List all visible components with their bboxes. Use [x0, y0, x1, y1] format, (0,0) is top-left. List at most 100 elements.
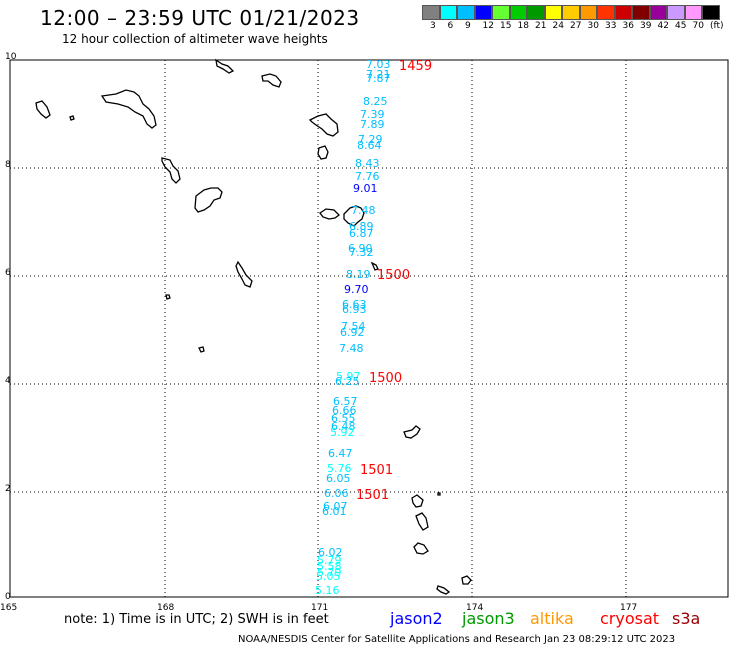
legend-swatch: [597, 5, 615, 20]
legend-label: 9: [465, 21, 471, 31]
wave-height-label: 6.25: [335, 375, 360, 388]
time-label-layer: 1459 1500 1500 1501 1501: [356, 59, 432, 503]
credit-line: NOAA/NESDIS Center for Satellite Applica…: [238, 634, 676, 645]
wave-height-label: 6.05: [326, 472, 351, 485]
wave-height-label: 5.16: [315, 584, 340, 597]
wave-height-label: 5.92: [330, 426, 355, 439]
legend-swatch: [422, 5, 440, 20]
wave-height-label: 6.01: [322, 505, 347, 518]
wave-height-label: 7.29: [358, 133, 383, 146]
wave-height-label: 6.87: [349, 227, 374, 240]
wave-height-label: 6.92: [340, 326, 365, 339]
legend-label: 30: [587, 21, 599, 31]
legend-swatch: [527, 5, 545, 20]
legend-swatch: [474, 5, 492, 20]
legend-label: 24: [552, 21, 564, 31]
map-subtitle: 12 hour collection of altimeter wave hei…: [62, 32, 328, 46]
island-outline: [437, 492, 441, 496]
island-outline: [411, 494, 424, 508]
wave-height-label: 7.89: [360, 118, 385, 131]
color-legend: [422, 5, 720, 21]
map-frame: [9, 59, 729, 598]
time-label: 1501: [356, 488, 389, 503]
island-outline: [370, 261, 379, 271]
wave-height-label: 6.89: [349, 220, 374, 233]
island-outline: [403, 425, 421, 439]
wave-height-label: 6.66: [332, 404, 357, 417]
wave-height-label: 5.79: [317, 566, 342, 579]
legend-label: 42: [657, 21, 669, 31]
time-label: 1500: [369, 371, 402, 386]
legend-swatch: [702, 5, 720, 20]
island-outline: [461, 575, 472, 585]
legend-swatch: [667, 5, 685, 20]
time-label: 1500: [377, 268, 410, 283]
legend-swatch: [632, 5, 650, 20]
observation-layer: 7.037.217.87 8.257.397.89 7.298.64 8.437.76…: [315, 58, 391, 597]
island-outline: [308, 113, 339, 137]
legend-label: 33: [605, 21, 617, 31]
y-tick-label: 10: [5, 52, 17, 62]
wave-height-label: 6.55: [331, 412, 356, 425]
legend-label: (ft): [710, 21, 724, 31]
footer-note: note: 1) Time is in UTC; 2) SWH is in fe…: [64, 612, 329, 627]
wave-height-label: 8.43: [355, 157, 380, 170]
wave-height-label: 7.32: [349, 246, 374, 259]
x-tick-label: 165: [0, 603, 18, 613]
island-outline: [69, 115, 75, 121]
legend-swatch: [562, 5, 580, 20]
legend-label: 70: [692, 21, 704, 31]
island-outline: [161, 157, 181, 184]
y-tick-label: 0: [5, 592, 11, 602]
wave-height-label: 6.93: [342, 303, 367, 316]
time-label: 1459: [399, 59, 432, 74]
legend-label: 21: [535, 21, 547, 31]
wave-height-label: 9.70: [344, 283, 369, 296]
island-outline: [35, 100, 51, 119]
wave-height-label: 6.57: [333, 395, 358, 408]
satellite-legend-jason3: jason3: [462, 609, 515, 628]
wave-height-label: 7.03: [366, 58, 391, 71]
legend-swatch: [509, 5, 527, 20]
map-title: 12:00 – 23:59 UTC 01/21/2023: [40, 6, 360, 30]
wave-height-label: 6.07: [323, 500, 348, 513]
time-label: 1501: [360, 463, 393, 478]
wave-height-label: 6.63: [342, 298, 367, 311]
wave-height-label: 7.76: [355, 170, 380, 183]
wave-height-label: 6.06: [324, 487, 349, 500]
island-outline: [343, 205, 365, 227]
satellite-legend-altika: altika: [530, 609, 574, 628]
island-outline: [198, 346, 205, 353]
y-tick-label: 6: [5, 268, 11, 278]
wave-height-label: 9.01: [353, 182, 378, 195]
legend-swatch: [439, 5, 457, 20]
legend-swatch: [544, 5, 562, 20]
satellite-legend-s3a: s3a: [672, 609, 701, 628]
wave-height-label: 6.90: [348, 242, 373, 255]
wave-height-label: 7.39: [360, 108, 385, 121]
y-tick-label: 2: [5, 484, 11, 494]
wave-height-label: 7.21: [366, 68, 391, 81]
legend-label: 27: [570, 21, 582, 31]
satellite-legend-cryosat: cryosat: [600, 609, 660, 628]
legend-swatch: [492, 5, 510, 20]
wave-height-label: 5.58: [317, 560, 342, 573]
legend-label: 39: [640, 21, 652, 31]
island-outlines: [35, 58, 472, 595]
island-outline: [235, 260, 253, 288]
legend-label: 15: [500, 21, 512, 31]
x-tick-label: 168: [157, 603, 175, 613]
x-tick-label: 177: [620, 603, 638, 613]
wave-height-label: 6.48: [331, 420, 356, 433]
wave-height-label: 7.54: [341, 320, 366, 333]
wave-height-label: 8.64: [357, 139, 382, 152]
wave-height-label: 7.48: [351, 204, 376, 217]
island-outline: [215, 58, 235, 74]
legend-label: 12: [482, 21, 494, 31]
wave-height-label: 7.48: [339, 342, 364, 355]
legend-label: 18: [517, 21, 529, 31]
y-tick-label: 8: [5, 160, 11, 170]
x-tick-label: 174: [466, 603, 484, 613]
wave-height-label: 7.87: [366, 72, 391, 85]
